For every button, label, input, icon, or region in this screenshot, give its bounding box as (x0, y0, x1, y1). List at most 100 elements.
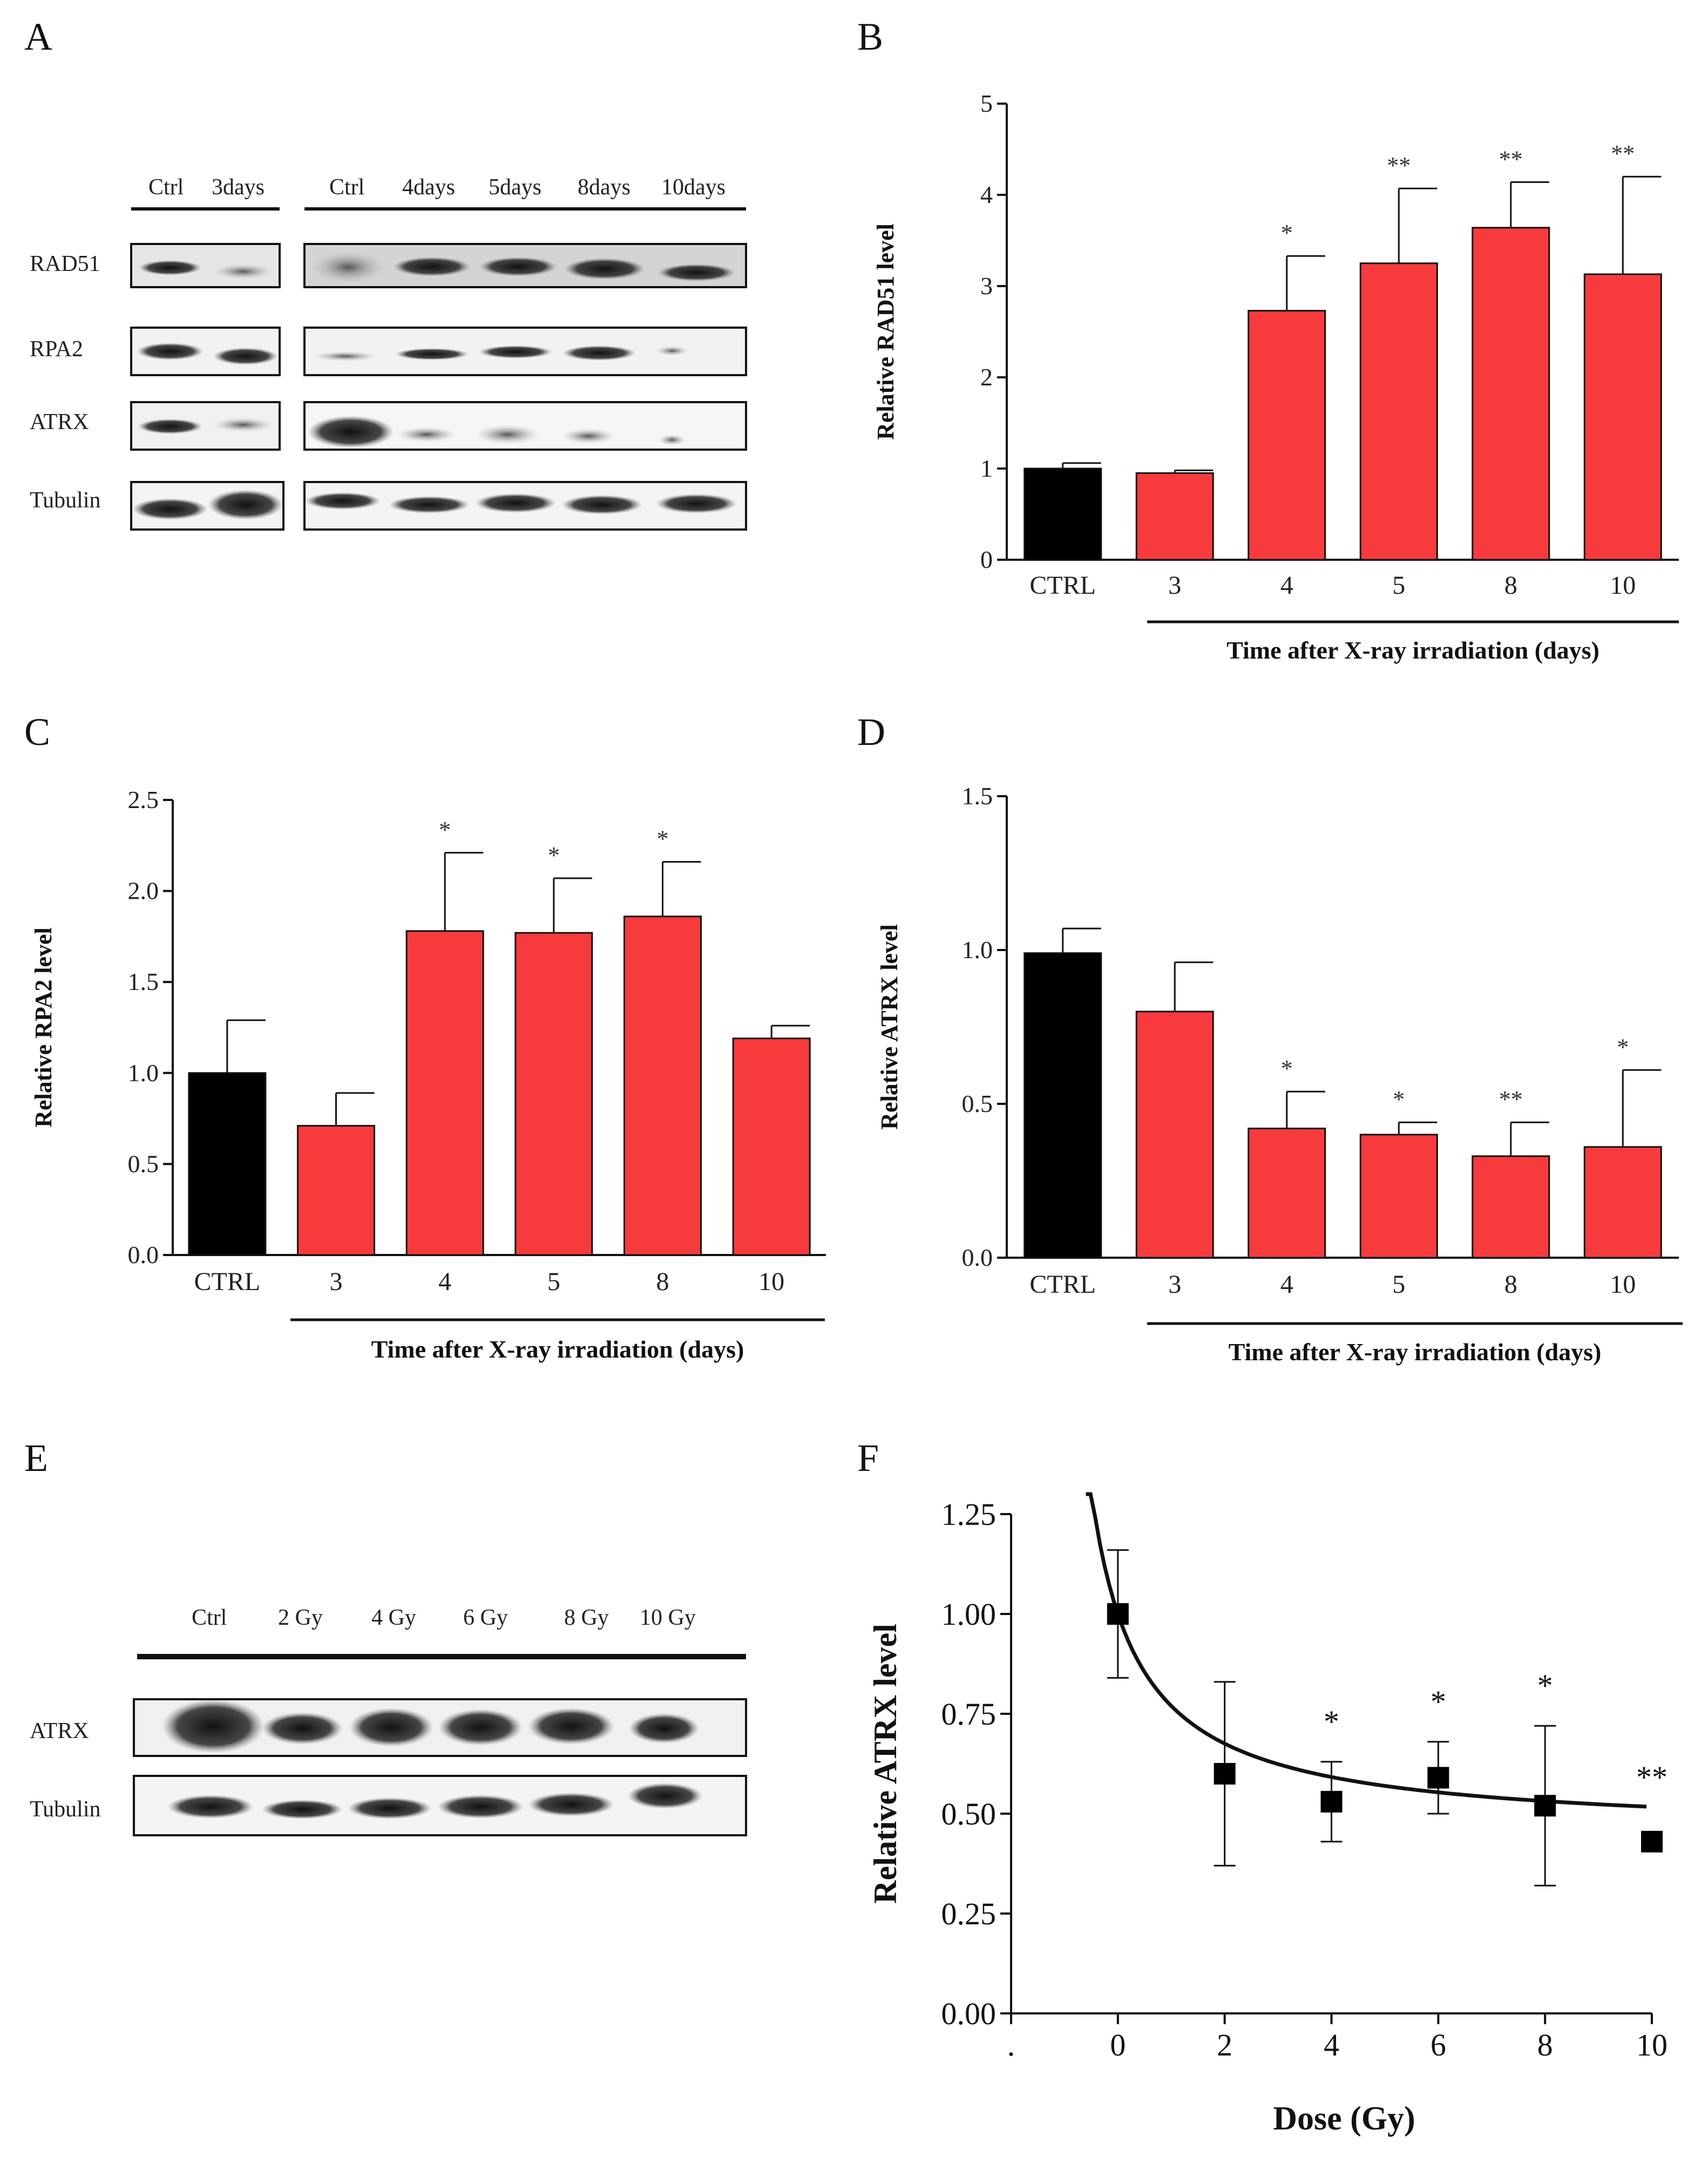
y-tick-label: 1.0 (128, 1059, 159, 1087)
category-label: 10 (1610, 571, 1636, 600)
blot-band (561, 429, 615, 444)
panel-label-f: F (857, 1436, 879, 1480)
blot-a-lane-4days: 4days (402, 175, 455, 200)
y-tick-label: 1 (980, 454, 993, 482)
blot-band (308, 416, 394, 448)
blot-a-row-rpa2: RPA2 (30, 337, 83, 362)
blot-a-lane-8days: 8days (578, 175, 631, 200)
x-tick-label: 4 (1324, 2027, 1339, 2063)
y-tick-label: 3 (980, 272, 993, 300)
data-point (1320, 1790, 1343, 1813)
data-point (1214, 1763, 1236, 1785)
category-label: 8 (1504, 571, 1517, 600)
bar (1472, 1155, 1550, 1259)
y-tick-label: 1.5 (128, 968, 159, 995)
blot-band (395, 348, 469, 360)
panel-label-e: E (24, 1436, 48, 1480)
category-label: 5 (547, 1267, 560, 1296)
y-tick-label: 4 (980, 181, 993, 208)
x-tick-label: 6 (1431, 2027, 1446, 2063)
blot-band (305, 492, 381, 510)
category-label: CTRL (194, 1267, 260, 1296)
blot-band (389, 496, 470, 513)
blot-a-lane-3days: 3days (212, 175, 265, 200)
panel-label-a: A (24, 15, 52, 58)
bar (1583, 273, 1662, 561)
blot-band (627, 1783, 703, 1809)
data-point (1427, 1767, 1449, 1789)
y-tick-label: 0.50 (941, 1796, 997, 1831)
blot-band (132, 498, 208, 520)
significance-marker: ** (1611, 140, 1635, 167)
category-label: 3 (330, 1267, 343, 1296)
data-point (1641, 1830, 1663, 1853)
significance-marker: * (1324, 1704, 1339, 1739)
bar (1583, 1146, 1662, 1259)
y-tick-label: 2.5 (128, 786, 159, 813)
blot-band (208, 490, 283, 520)
category-label: 8 (1504, 1270, 1517, 1299)
y-tick-label: 2.0 (128, 877, 159, 905)
chart-relative-atrx-time: 0.0 0.5 1.0 1.5 CTRL 3 4 * 5 * 8 ** 10 * Time after X-… (876, 782, 1683, 1366)
significance-marker: * (1281, 220, 1293, 246)
y-tick-label: 0.5 (962, 1090, 993, 1117)
blot-band (479, 345, 552, 358)
category-label: 4 (1280, 1270, 1293, 1299)
y-tick-label: 1.0 (962, 936, 993, 964)
blot-band (475, 493, 556, 513)
blot-e-row-atrx: ATRX (30, 1719, 89, 1744)
blot-band (393, 257, 471, 276)
western-blot-a: Ctrl 3days Ctrl 4days 5days 8days 10days… (30, 175, 747, 531)
blot-band (262, 1800, 343, 1819)
y-axis-title: Relative ATRX level (876, 924, 903, 1129)
blot-band (167, 1795, 254, 1819)
blot-band (479, 257, 557, 276)
bar (188, 1072, 267, 1256)
western-blot-e: Ctrl 2 Gy 4 Gy 6 Gy 8 Gy 10 Gy ATRX Tubu… (30, 1605, 747, 1836)
panel-label-c: C (24, 710, 50, 754)
category-label: 10 (758, 1267, 784, 1296)
category-label: CTRL (1029, 571, 1096, 600)
x-tick-label: 10 (1636, 2027, 1668, 2063)
data-point (1107, 1603, 1129, 1625)
bar (1024, 467, 1102, 561)
y-tick-label: 0.5 (128, 1150, 159, 1177)
x-axis-title: Time after X-ray irradiation (days) (1229, 1338, 1602, 1366)
y-axis-title: Relative RAD51 level (872, 223, 899, 440)
y-tick-label: 1.25 (941, 1497, 997, 1532)
blot-a-row-rad51: RAD51 (30, 252, 100, 276)
x-tick-label: 8 (1537, 2027, 1553, 2063)
bar (1359, 1134, 1438, 1259)
blot-band (438, 1709, 523, 1746)
significance-marker: * (657, 826, 669, 852)
category-label: 5 (1392, 571, 1405, 600)
y-tick-label: 0.0 (962, 1244, 993, 1271)
blot-e-lane-4gy: 4 Gy (371, 1605, 416, 1630)
panel-label-d: D (857, 710, 885, 754)
bar (623, 915, 702, 1256)
x-axis-title: Time after X-ray irradiation (days) (371, 1335, 744, 1363)
blot-band (137, 343, 204, 360)
blot-band (162, 1699, 265, 1753)
blot-band (561, 495, 642, 514)
significance-marker: ** (1636, 1760, 1668, 1795)
blot-band (213, 418, 273, 432)
blot-e-underline (137, 1654, 746, 1659)
fit-curve (1086, 1492, 1647, 1809)
y-tick-label: 0.75 (941, 1697, 997, 1732)
category-label: CTRL (1029, 1270, 1096, 1299)
blot-band (656, 494, 737, 513)
significance-marker: * (1431, 1684, 1446, 1719)
y-tick-label: 2 (980, 363, 993, 391)
bar (1135, 472, 1214, 561)
blot-e-lane-ctrl: Ctrl (192, 1605, 227, 1630)
bar (1024, 952, 1102, 1259)
blot-band (659, 435, 686, 445)
blot-e-row-tubulin: Tubulin (30, 1797, 101, 1822)
blot-a-lane-ctrl-2: Ctrl (329, 175, 364, 200)
blot-band (528, 1793, 614, 1816)
significance-marker: * (1393, 1086, 1405, 1112)
blot-band (348, 1797, 432, 1819)
blot-band (656, 346, 688, 356)
